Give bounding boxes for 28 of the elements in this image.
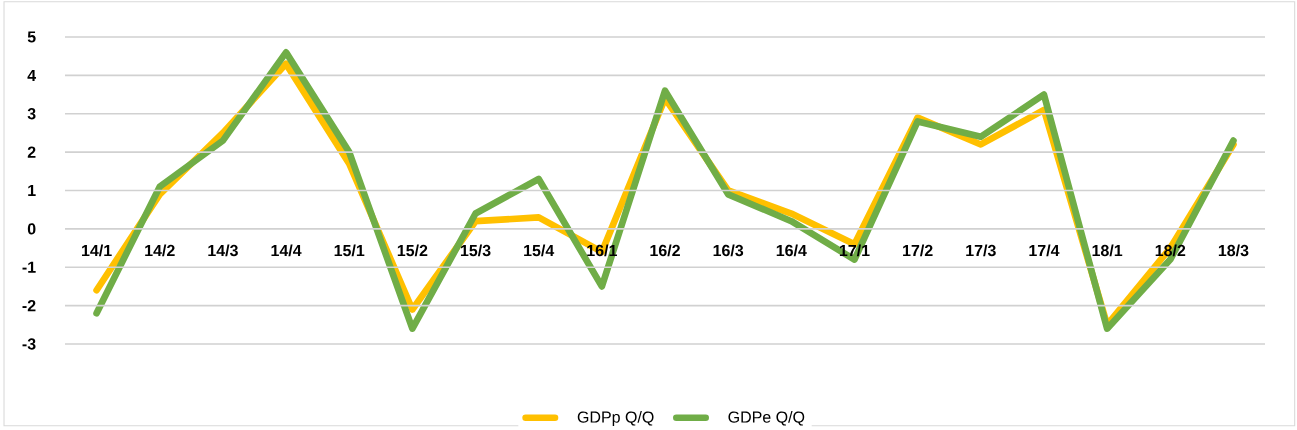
y-tick-label: 4 (27, 69, 37, 81)
y-tick-label: -1 (22, 261, 36, 273)
x-tick-label: 17/3 (966, 244, 996, 257)
x-tick-label: 17/4 (1029, 244, 1060, 257)
x-tick-label: 16/4 (776, 244, 807, 257)
x-tick-label: 15/2 (397, 244, 428, 257)
y-tick-label: 0 (27, 223, 36, 235)
x-tick-label: 15/4 (524, 244, 555, 257)
x-tick-label: 15/1 (334, 244, 365, 257)
x-tick-label: 14/4 (271, 244, 302, 257)
x-tick-label: 14/1 (82, 244, 112, 257)
y-tick-label: -2 (22, 300, 36, 312)
y-tick-label: 5 (27, 31, 36, 43)
y-tick-label: 2 (27, 146, 36, 158)
x-tick-label: 16/3 (713, 244, 744, 257)
x-tick-label: 14/2 (145, 244, 175, 257)
x-tick-label: 14/3 (208, 244, 238, 257)
x-tick-label: 18/1 (1092, 244, 1123, 257)
y-tick-label: 3 (27, 108, 36, 120)
legend-label: GDPe Q/Q (728, 411, 805, 426)
x-tick-label: 17/2 (903, 244, 933, 257)
y-tick-label: -3 (22, 338, 36, 350)
x-tick-label: 16/2 (650, 244, 680, 257)
x-tick-label: 18/3 (1218, 244, 1249, 257)
y-tick-label: 1 (28, 185, 36, 197)
legend-label: GDPp Q/Q (577, 411, 654, 426)
x-tick-label: 16/1 (587, 244, 617, 257)
x-tick-label: 15/3 (460, 244, 491, 257)
